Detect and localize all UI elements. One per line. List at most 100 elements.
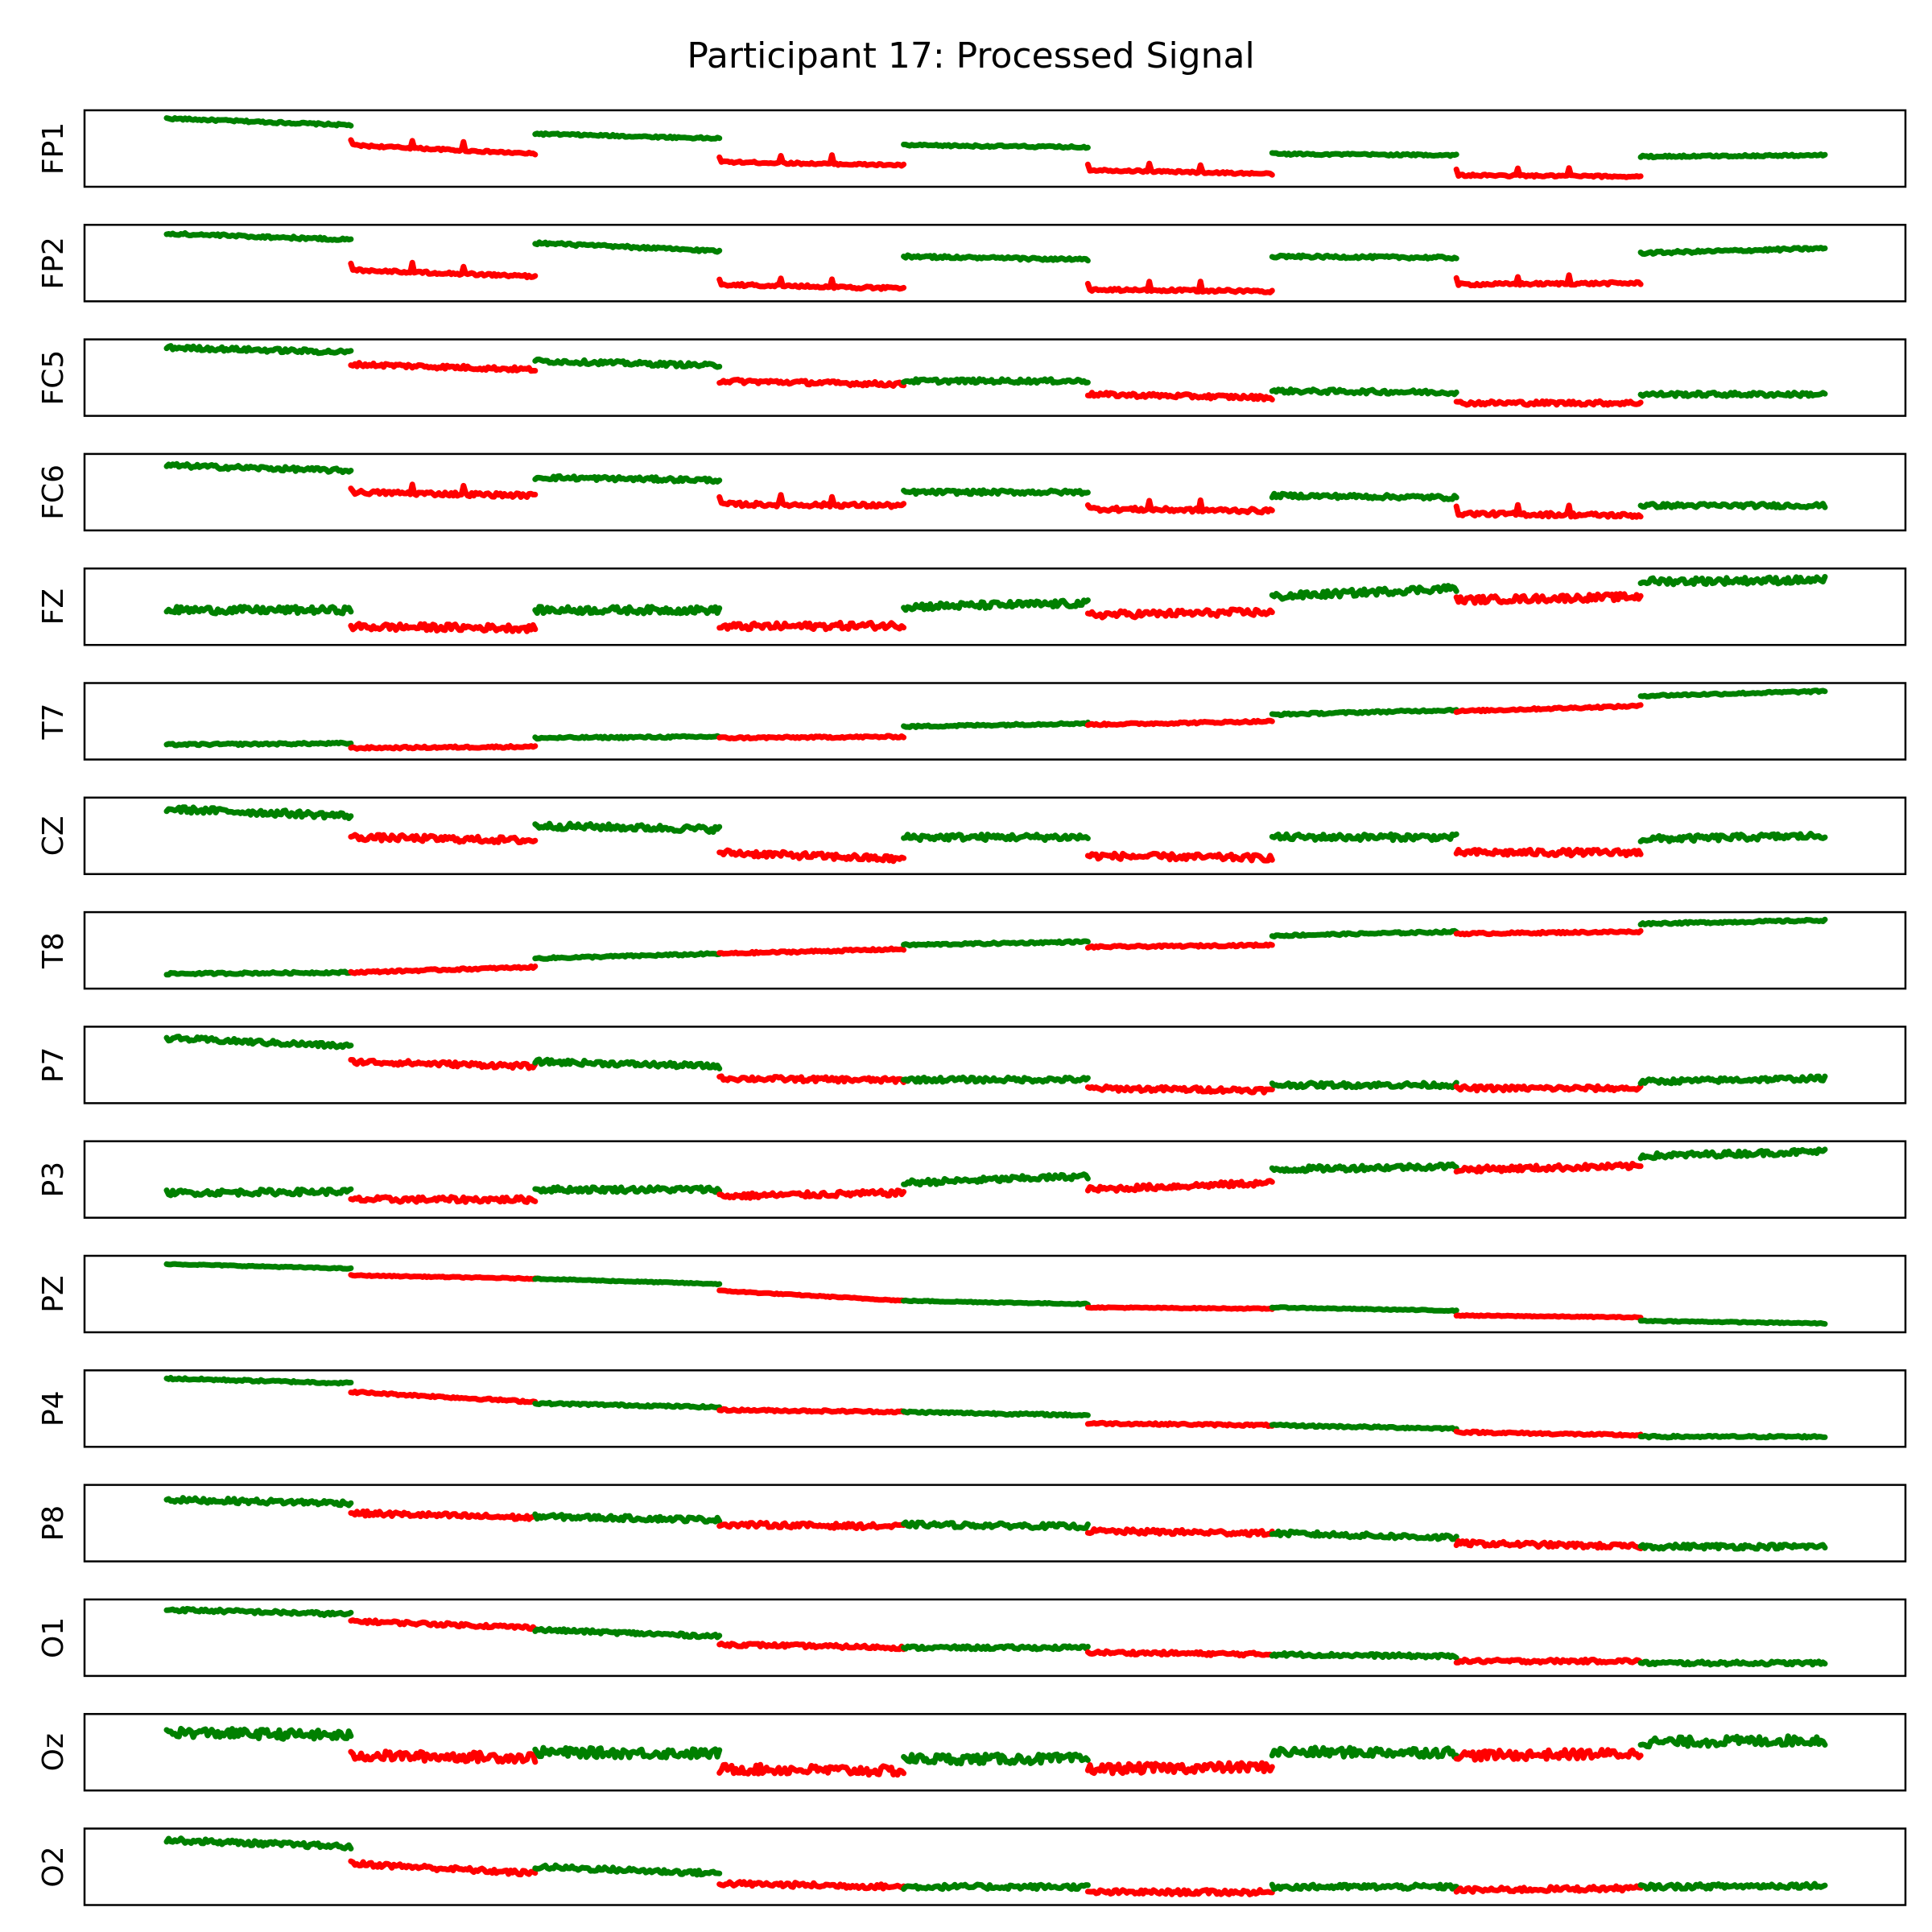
signal-segment [901, 1751, 1091, 1767]
signal-segment [348, 360, 539, 374]
signal-segment [163, 1034, 354, 1051]
signal-segment [1453, 702, 1644, 716]
signal-segment [1269, 1304, 1459, 1315]
signal-segment [901, 1881, 1091, 1893]
channel-label: FC6 [37, 464, 70, 520]
signal-segment [1453, 1883, 1644, 1895]
panel-frame [83, 1827, 1907, 1906]
signal-segment [716, 1641, 907, 1653]
signal-segment [901, 597, 1091, 613]
signal-segment [716, 1287, 907, 1304]
panel-frame [83, 1484, 1907, 1563]
signal-segment [1637, 1432, 1828, 1441]
channel-panel-oz: Oz [37, 1712, 1907, 1792]
signal-segment [1637, 501, 1828, 510]
channel-panel-t8: T8 [37, 910, 1907, 990]
signal-segment [1637, 389, 1828, 399]
signal-segment [1453, 1538, 1644, 1552]
signal-segment [532, 1399, 723, 1411]
signal-segment [532, 239, 723, 255]
signal-segment [348, 621, 539, 634]
signal-segment [1453, 591, 1644, 606]
signal-segment [163, 115, 354, 129]
channel-label: FC5 [37, 350, 70, 406]
signal-segment [532, 950, 723, 962]
signal-segment [163, 343, 354, 357]
channel-panel-p8: P8 [37, 1484, 1907, 1563]
signal-segment [1269, 831, 1459, 844]
signal-segment [348, 1194, 539, 1205]
signal-segment [532, 604, 723, 617]
signal-segment [163, 1835, 354, 1852]
signal-segment [1453, 165, 1644, 180]
signal-segment [348, 832, 539, 845]
signal-segment [901, 938, 1091, 949]
signal-segment [1269, 490, 1459, 502]
signal-segment [1637, 1733, 1828, 1750]
signal-segment [716, 619, 907, 633]
signal-segment [163, 1605, 354, 1618]
signal-segment [163, 1495, 354, 1509]
channel-panel-p7: P7 [37, 1026, 1907, 1104]
channel-label: P8 [37, 1505, 70, 1542]
signal-segment [1084, 941, 1275, 951]
signal-segment [532, 130, 723, 142]
signal-segment [1637, 151, 1828, 161]
signal-segment [1453, 502, 1644, 520]
panel-frame [83, 1369, 1907, 1448]
signal-segment [532, 1275, 723, 1288]
signal-segment [1637, 1317, 1828, 1327]
signal-segment [1637, 245, 1828, 258]
channel-panel-p4: P4 [37, 1369, 1907, 1448]
signal-segment [532, 820, 723, 836]
signal-segment [1269, 1080, 1459, 1091]
channel-label: PZ [37, 1275, 70, 1312]
signal-segment [163, 804, 354, 821]
signal-segment [1453, 1083, 1644, 1094]
signal-segment [1084, 1887, 1275, 1897]
channel-label: FP1 [37, 122, 70, 175]
signal-segment [163, 1375, 354, 1387]
channel-panel-fc5: FC5 [37, 338, 1907, 417]
signal-segment [1453, 1747, 1644, 1763]
signal-segment [901, 719, 1091, 730]
signal-segment [532, 1862, 723, 1878]
signal-segment [532, 1625, 723, 1641]
signal-segment [348, 1617, 539, 1633]
channel-label: T8 [37, 932, 70, 969]
signal-segment [716, 492, 907, 510]
signal-segment [348, 1508, 539, 1522]
signal-segment [716, 152, 907, 169]
signal-segment [1084, 1083, 1275, 1096]
signal-segment [901, 1074, 1091, 1085]
chart-title: Participant 17: Processed Signal [687, 35, 1254, 76]
panel-frame [83, 567, 1907, 646]
signal-segment [901, 1643, 1091, 1653]
signal-segment [1084, 1760, 1275, 1777]
panel-frame [83, 682, 1907, 761]
channel-panel-fz: FZ [37, 567, 1907, 646]
signal-segment [716, 275, 907, 292]
channel-panel-fc6: FC6 [37, 452, 1907, 532]
signal-segment [1453, 846, 1644, 859]
channel-panel-t7: T7 [37, 682, 1907, 761]
channel-label: P7 [37, 1047, 70, 1084]
signal-segment [348, 259, 539, 281]
signal-segment [716, 945, 907, 957]
signal-segment [1637, 1146, 1828, 1162]
signal-segment [532, 1744, 723, 1761]
channel-panel-fp1: FP1 [37, 109, 1907, 188]
channel-label: CZ [37, 815, 70, 856]
signal-segment [532, 733, 723, 742]
signal-segment [1453, 927, 1644, 938]
channel-panel-pz: PZ [37, 1254, 1907, 1334]
signal-segment [163, 230, 354, 243]
signal-segment [1084, 160, 1275, 178]
signal-segment [716, 1879, 907, 1892]
panel-frame [83, 1712, 1907, 1792]
signal-segment [1269, 707, 1459, 719]
signal-segment [1453, 1656, 1644, 1666]
channel-label: Oz [37, 1733, 70, 1771]
signal-segment [1084, 279, 1275, 295]
